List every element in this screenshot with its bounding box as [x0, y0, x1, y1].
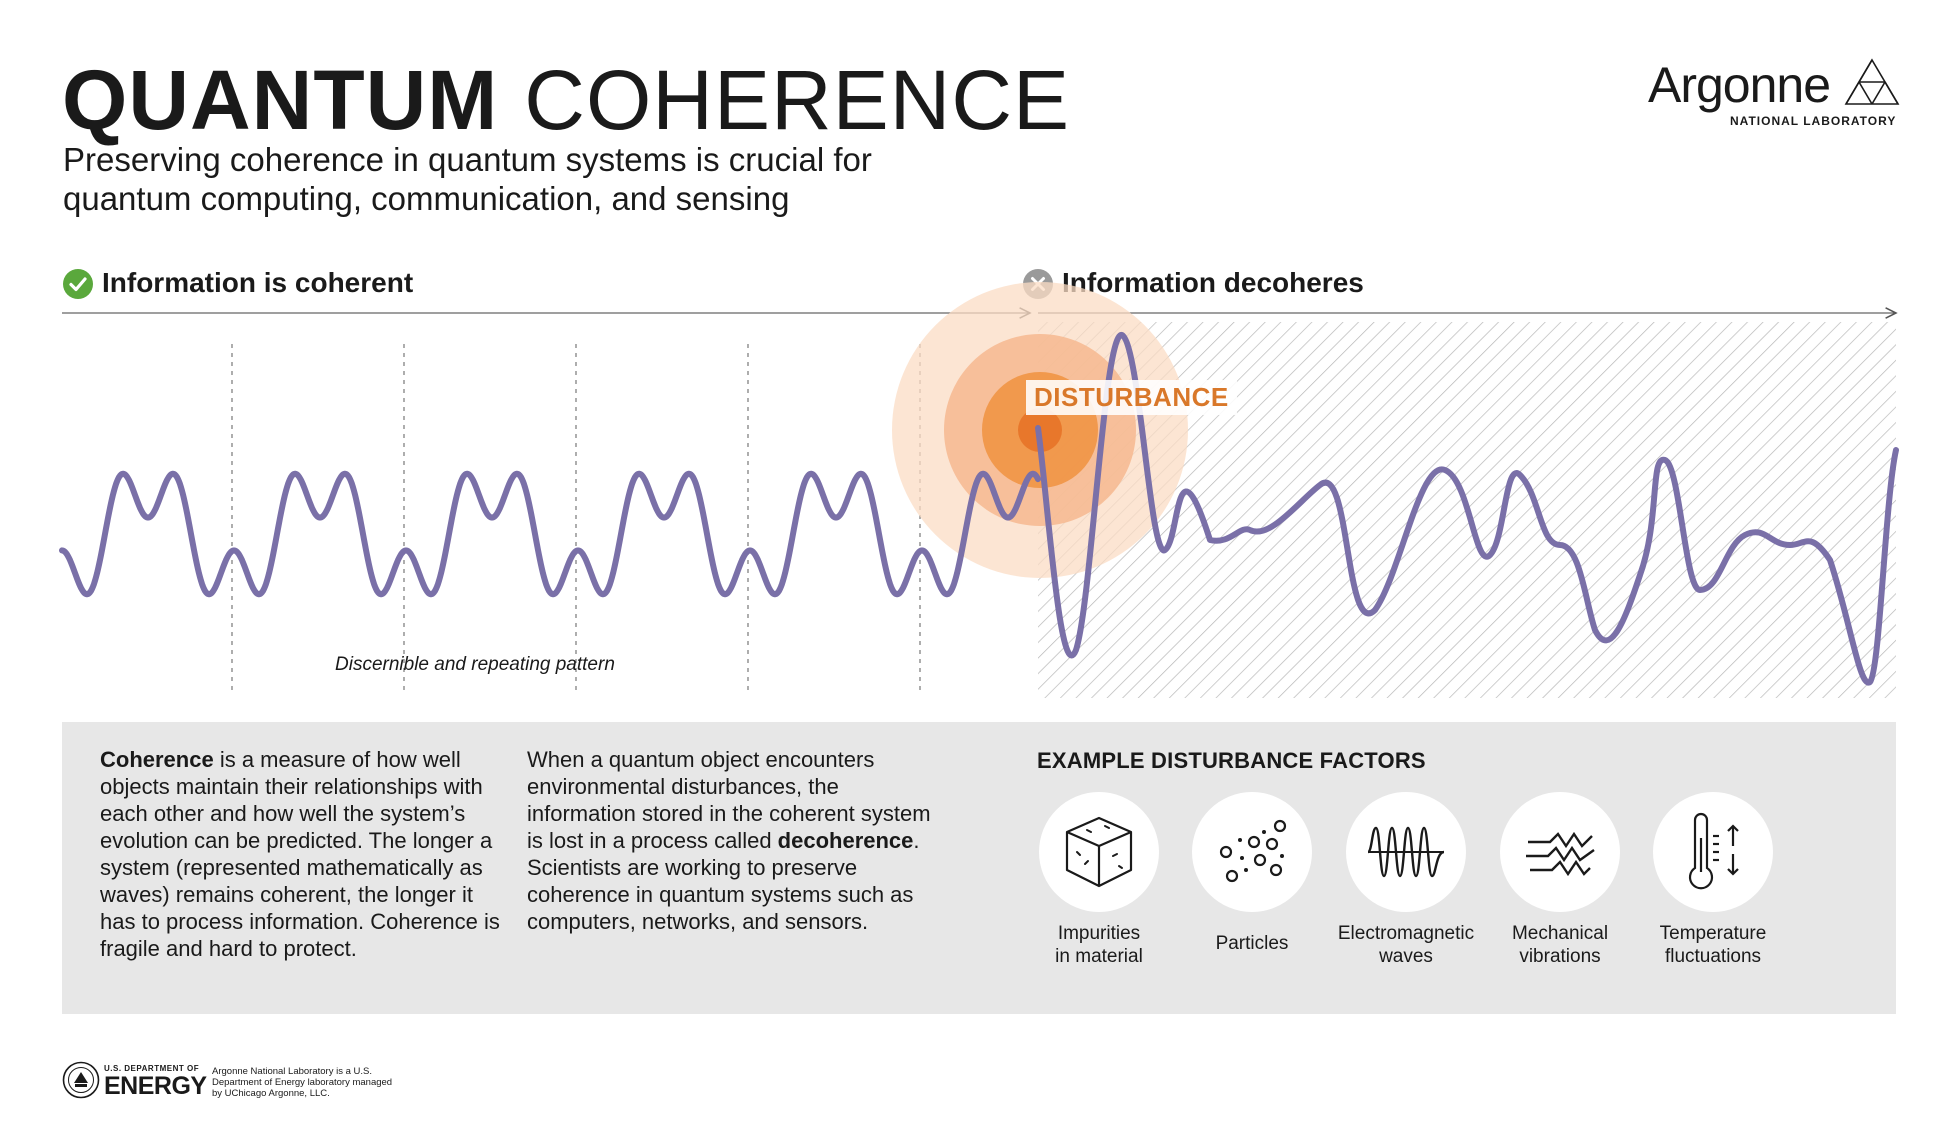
doe-big: ENERGY	[104, 1072, 207, 1100]
page-title: QUANTUM COHERENCE	[62, 52, 1070, 148]
factor-label: Mechanical vibrations	[1511, 923, 1609, 967]
factor-em-waves: Electromagnetic waves	[1331, 792, 1481, 968]
coherence-text: is a measure of how well objects maintai…	[100, 747, 500, 961]
check-circle-icon	[63, 269, 93, 299]
decoheres-header: Information decoheres	[1062, 267, 1364, 298]
factor-label: Particles	[1215, 933, 1289, 954]
coherence-term: Coherence	[100, 747, 214, 772]
factor-label: Temperature fluctuations	[1659, 923, 1767, 967]
argonne-logo: Argonne NATIONAL LABORATORY	[1648, 56, 1900, 136]
factors-title: EXAMPLE DISTURBANCE FACTORS	[1037, 748, 1426, 773]
disturbance-label: DISTURBANCE	[1026, 380, 1237, 415]
logo-sub: NATIONAL LABORATORY	[1730, 114, 1897, 128]
vibration-icon	[1526, 831, 1595, 877]
title-light: COHERENCE	[524, 53, 1071, 147]
factor-icon-circle	[1500, 792, 1620, 912]
footer-note: Argonne National Laboratory is a U.S. De…	[212, 1066, 393, 1099]
factor-temperature: Temperature fluctuations	[1638, 792, 1788, 968]
factor-impurities: Impurities in material	[1024, 792, 1174, 968]
coherence-paragraph: Coherence is a measure of how well objec…	[100, 746, 500, 962]
decoherent-wave	[1035, 331, 1899, 686]
coherent-wave	[59, 470, 1041, 598]
particles-icon	[1219, 819, 1287, 883]
title-bold: QUANTUM	[62, 53, 499, 147]
factor-icon-circle	[1346, 792, 1466, 912]
factor-icon-circle	[1039, 792, 1159, 912]
factor-particles: Particles	[1177, 792, 1327, 955]
em-waves-icon	[1366, 826, 1445, 878]
thermometer-icon	[1688, 812, 1739, 890]
factor-label: Impurities in material	[1055, 923, 1143, 967]
doe-small: U.S. DEPARTMENT OF	[104, 1064, 200, 1073]
factor-mechanical: Mechanical vibrations	[1485, 792, 1635, 968]
cube-impurities-icon	[1065, 816, 1133, 888]
subtitle: Preserving coherence in quantum systems …	[63, 141, 872, 217]
argonne-triangle-icon	[1844, 58, 1900, 105]
factor-icon-circle	[1653, 792, 1773, 912]
decoherence-term: decoherence	[777, 828, 914, 853]
doe-wordmark: U.S. DEPARTMENT OF ENERGY	[104, 1064, 207, 1099]
factor-label: Electromagnetic waves	[1337, 923, 1475, 967]
coherent-header: Information is coherent	[102, 267, 414, 298]
factor-icon-circle	[1192, 792, 1312, 912]
decoherence-text-post: . Scientists are working to preserve coh…	[527, 828, 920, 934]
doe-seal-icon	[62, 1061, 100, 1099]
decoherence-text-pre: When a quantum object encounters environ…	[527, 747, 931, 853]
logo-name: Argonne	[1648, 57, 1831, 113]
pattern-caption: Discernible and repeating pattern	[335, 654, 615, 675]
decoherence-paragraph: When a quantum object encounters environ…	[527, 746, 947, 935]
